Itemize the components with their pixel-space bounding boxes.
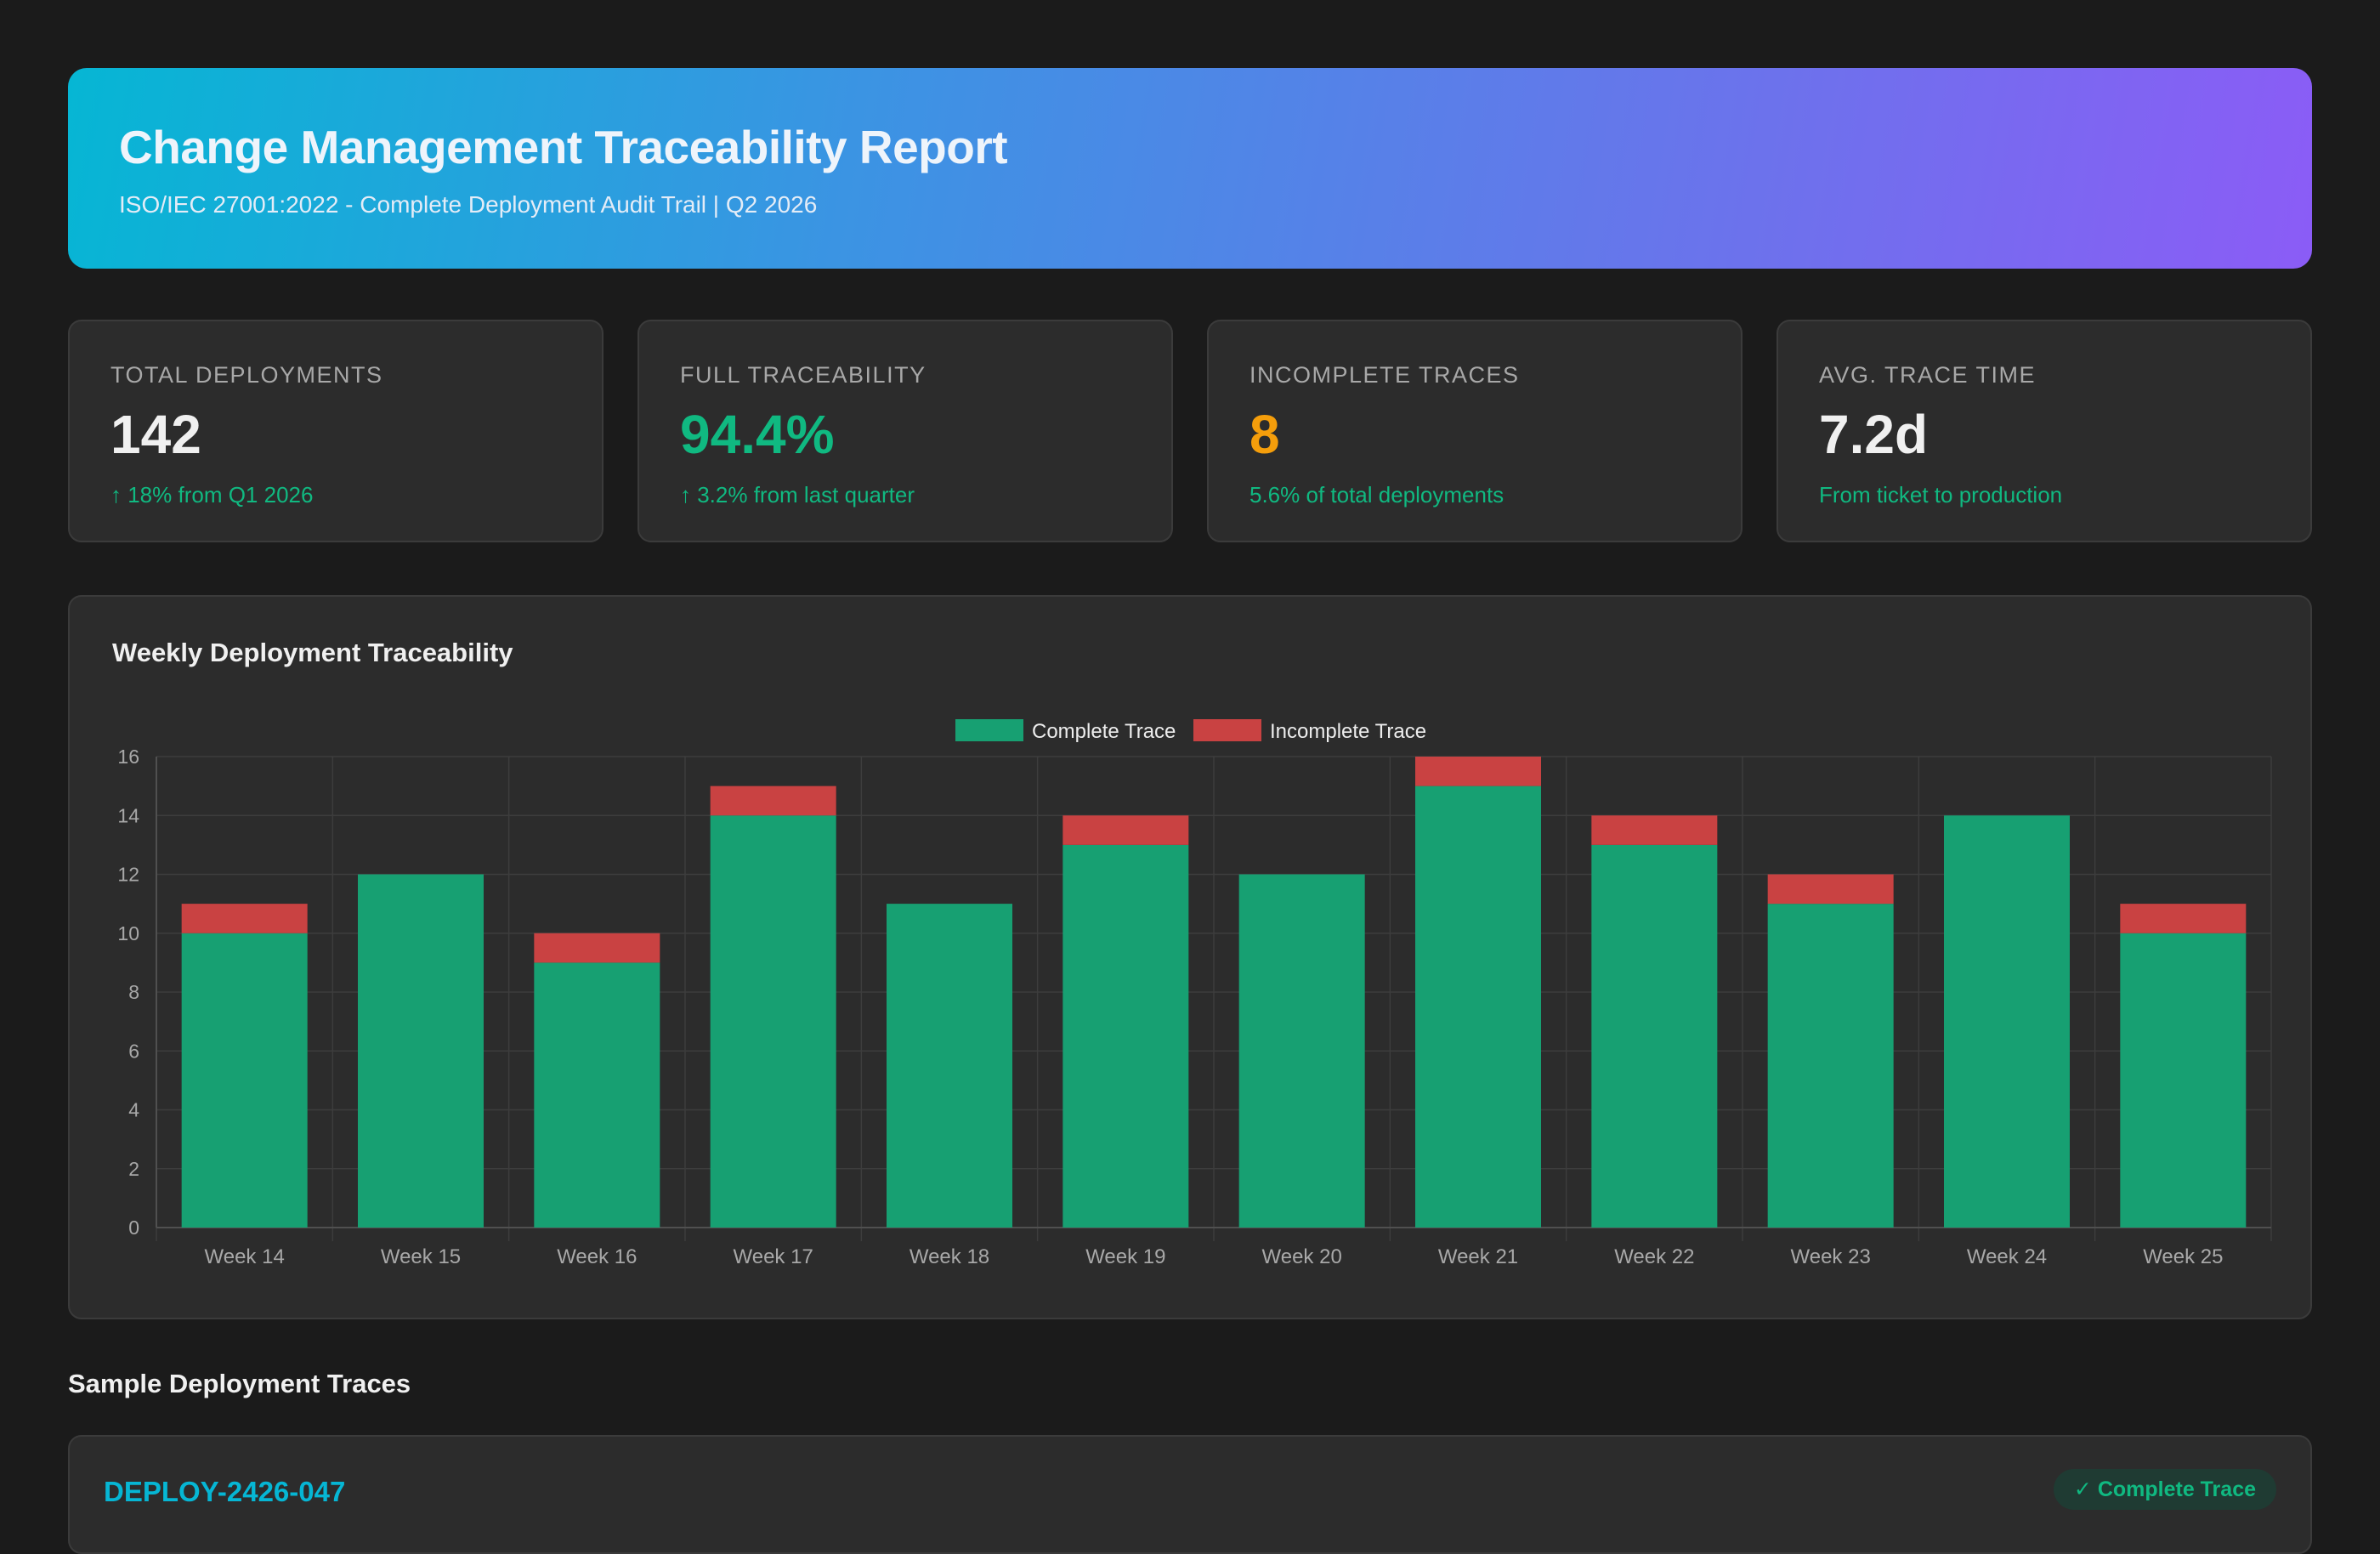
- stat-note: ↑ 18% from Q1 2026: [110, 482, 314, 508]
- bar-complete: [1062, 844, 1189, 1228]
- x-tick-label: Week 14: [205, 1245, 285, 1268]
- stat-label: Total Deployments: [110, 362, 383, 388]
- x-tick-label: Week 21: [1438, 1245, 1518, 1268]
- y-tick-label: 14: [117, 804, 139, 826]
- bar-complete: [1415, 786, 1541, 1228]
- stat-value: 94.4%: [680, 404, 835, 465]
- y-tick-label: 4: [128, 1099, 139, 1121]
- bar-complete: [181, 933, 308, 1228]
- stat-label: Full Traceability: [680, 362, 926, 388]
- chart-legend: Complete Trace Incomplete Trace: [955, 719, 1426, 743]
- stat-note: ↑ 3.2% from last quarter: [680, 482, 915, 508]
- y-tick-label: 12: [117, 864, 139, 886]
- stat-value: 142: [110, 404, 201, 465]
- stat-note: From ticket to production: [1819, 482, 2063, 508]
- chart-card: Weekly Deployment Traceability 0 2 4 6 8 10 12…: [68, 595, 2312, 1319]
- y-tick-label: 16: [117, 746, 139, 768]
- stat-card-avg-trace-time: Avg. Trace Time 7.2d From ticket to prod…: [1776, 320, 2312, 542]
- page-subtitle: ISO/IEC 27001:2022 - Complete Deployment…: [119, 191, 818, 218]
- x-tick-label: Week 17: [734, 1245, 813, 1268]
- traces-section-title: Sample Deployment Traces: [68, 1369, 411, 1398]
- x-tick-label: Week 15: [381, 1245, 461, 1268]
- x-tick-label: Week 22: [1614, 1245, 1694, 1268]
- x-tick-label: Week 20: [1262, 1245, 1342, 1268]
- y-tick-label: 0: [128, 1217, 139, 1239]
- bar-complete: [1767, 904, 1894, 1228]
- trace-id-link[interactable]: DEPLOY-2426-047: [104, 1476, 346, 1507]
- bar-complete: [534, 962, 660, 1228]
- legend-swatch: [1193, 719, 1261, 741]
- y-tick-label: 6: [128, 1040, 139, 1062]
- report-header: Change Management Traceability Report IS…: [68, 68, 2312, 269]
- bar-incomplete: [181, 904, 308, 933]
- bar-complete: [1238, 874, 1365, 1228]
- bar-incomplete: [1767, 874, 1894, 905]
- stat-note: 5.6% of total deployments: [1250, 482, 1504, 508]
- bar-complete: [1591, 844, 1718, 1228]
- chart-title: Weekly Deployment Traceability: [112, 638, 513, 667]
- x-tick-label: Week 23: [1791, 1245, 1871, 1268]
- y-tick-label: 10: [117, 922, 139, 944]
- bar-complete: [887, 904, 1012, 1228]
- legend-label: Complete Trace: [1032, 720, 1176, 743]
- legend-label: Incomplete Trace: [1270, 720, 1426, 743]
- bar-incomplete: [534, 933, 660, 963]
- x-tick-label: Week 25: [2143, 1245, 2223, 1268]
- page-title: Change Management Traceability Report: [119, 121, 1008, 173]
- bar-incomplete: [710, 786, 836, 816]
- x-tick-label: Week 24: [1967, 1245, 2047, 1268]
- stat-card-full-traceability: Full Traceability 94.4% ↑ 3.2% from last…: [638, 320, 1173, 542]
- y-tick-label: 8: [128, 981, 139, 1003]
- legend-swatch: [955, 719, 1023, 741]
- bar-complete: [1944, 815, 2070, 1228]
- status-badge: ✓ Complete Trace: [2053, 1469, 2276, 1510]
- weekly-traceability-chart: 0 2 4 6 8 10 12 14 16 Week 14 Week 15 Week 16 Week 1…: [117, 719, 2272, 1268]
- stat-label: Avg. Trace Time: [1819, 362, 2037, 388]
- bar-incomplete: [1415, 757, 1541, 786]
- stat-value: 8: [1250, 404, 1280, 465]
- stat-value: 7.2d: [1819, 404, 1929, 465]
- y-tick-label: 2: [128, 1158, 139, 1180]
- bar-complete: [358, 874, 484, 1228]
- stats-row: Total Deployments 142 ↑ 18% from Q1 2026…: [68, 320, 2312, 542]
- bar-complete: [2120, 933, 2247, 1228]
- stat-card-total-deployments: Total Deployments 142 ↑ 18% from Q1 2026: [68, 320, 604, 542]
- x-tick-label: Week 19: [1085, 1245, 1165, 1268]
- stat-card-incomplete-traces: Incomplete Traces 8 5.6% of total deploy…: [1207, 320, 1742, 542]
- stat-label: Incomplete Traces: [1250, 362, 1520, 388]
- bar-incomplete: [2120, 904, 2247, 933]
- bar-complete: [710, 815, 836, 1228]
- bar-incomplete: [1591, 815, 1718, 845]
- trace-card[interactable]: DEPLOY-2426-047 ✓ Complete Trace: [68, 1435, 2312, 1554]
- x-tick-label: Week 18: [910, 1245, 989, 1268]
- x-tick-label: Week 16: [557, 1245, 637, 1268]
- bar-incomplete: [1062, 815, 1189, 845]
